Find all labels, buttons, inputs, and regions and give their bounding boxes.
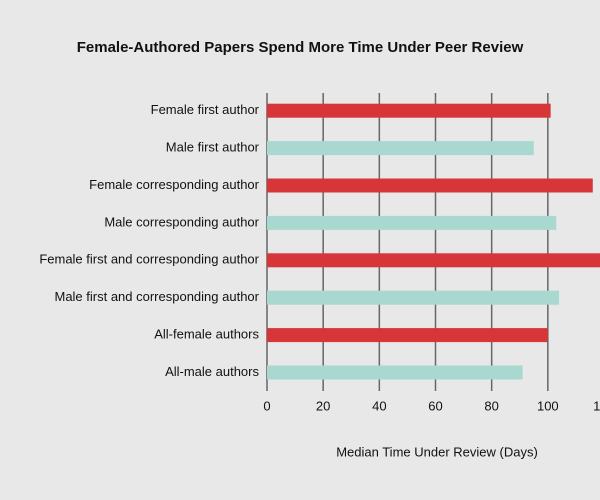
x-tick-label: 100	[537, 398, 559, 413]
y-tick-label: Female first and corresponding author	[39, 252, 259, 267]
x-tick-label: 60	[428, 398, 442, 413]
x-axis-label: Median Time Under Review (Days)	[336, 444, 538, 459]
y-tick-label: All-female authors	[154, 327, 259, 342]
chart-title: Female-Authored Papers Spend More Time U…	[77, 39, 524, 56]
bar	[267, 215, 557, 230]
x-tick-label: 80	[484, 398, 498, 413]
bar	[267, 253, 600, 268]
y-tick-label: Male first and corresponding author	[54, 289, 259, 304]
bar	[267, 103, 551, 118]
x-tick-label: 0	[263, 398, 270, 413]
bar	[267, 365, 523, 380]
x-tick-label: 20	[316, 398, 330, 413]
x-tick-label: 40	[372, 398, 386, 413]
y-tick-label: All-male authors	[165, 364, 259, 379]
bar	[267, 290, 560, 305]
y-tick-label: Male corresponding author	[104, 214, 259, 229]
bar	[267, 178, 593, 193]
y-tick-label: Male first author	[166, 140, 260, 155]
y-tick-label: Female corresponding author	[89, 177, 259, 192]
bar	[267, 141, 534, 156]
bar	[267, 328, 548, 343]
y-tick-label: Female first author	[151, 102, 260, 117]
x-tick-label: 120	[593, 398, 600, 413]
